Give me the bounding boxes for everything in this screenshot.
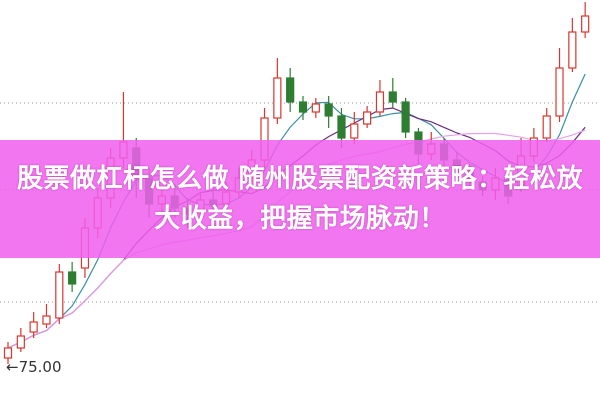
candle-down <box>388 91 397 103</box>
candle-down <box>324 103 333 117</box>
candle-up <box>363 111 372 125</box>
candle-up <box>273 77 282 119</box>
candle-up <box>581 15 590 33</box>
candle-down <box>286 77 295 103</box>
candle-down <box>337 115 346 139</box>
candle-down <box>68 271 77 285</box>
price-label: ←75.00 <box>6 358 62 376</box>
candle-up <box>542 115 551 139</box>
headline-line-2: 大收益，把握市场脉动！ <box>154 204 446 234</box>
candle-down <box>298 101 308 113</box>
candle-up <box>375 91 385 113</box>
candle-up <box>29 321 38 333</box>
candle-up <box>42 315 51 325</box>
candle-up <box>555 67 564 117</box>
candle-up <box>3 347 13 359</box>
headline-banner: 股票做杠杆怎么做 随州股票配资新策略：轻松放 大收益，把握市场脉动！ <box>0 140 600 258</box>
headline-line-1: 股票做杠杆怎么做 随州股票配资新策略：轻松放 <box>16 164 584 194</box>
candle-up <box>55 271 64 319</box>
candle-down <box>401 101 410 133</box>
candle-up <box>311 103 320 113</box>
candle-up <box>16 335 25 349</box>
candle-up <box>568 31 577 69</box>
candle-up <box>350 123 359 139</box>
